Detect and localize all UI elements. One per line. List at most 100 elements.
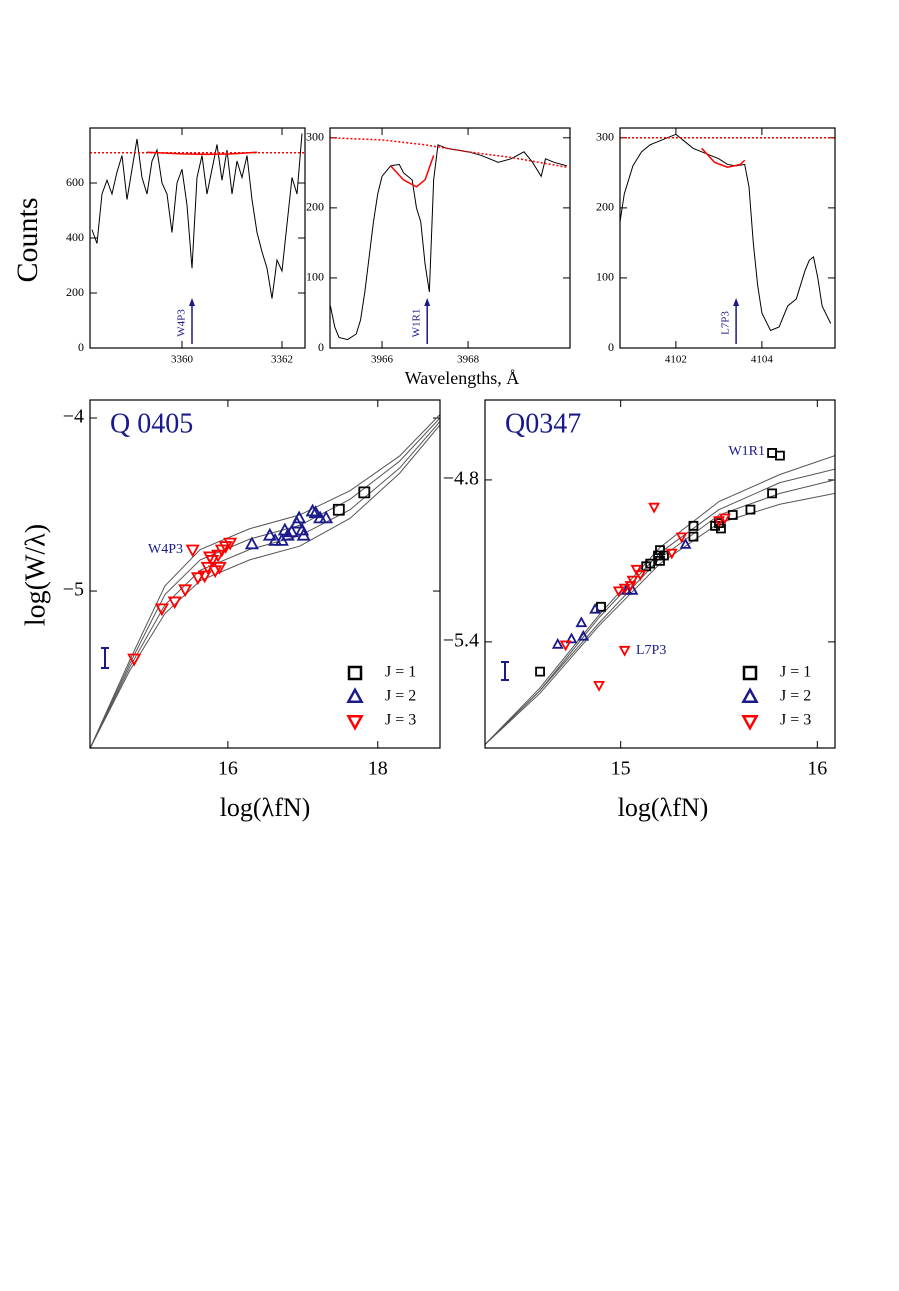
- arrow-head: [733, 298, 740, 306]
- plot-area: [90, 133, 305, 299]
- marker: [620, 583, 633, 595]
- panel: 3966 3968 0 100 200 300 W1R1: [306, 127, 571, 366]
- x-axis-label: Wavelengths, Å: [405, 368, 520, 388]
- marker: [589, 602, 602, 614]
- frame: [329, 127, 571, 349]
- marker: [645, 558, 656, 569]
- plot-area: [485, 448, 835, 745]
- error-bar: [501, 661, 509, 681]
- y-tick-label: 200: [596, 200, 614, 214]
- y-tick-label: 0: [78, 340, 84, 354]
- panel: 4102 4104 0 100 200 300 L7P3: [596, 127, 836, 366]
- marker: [575, 616, 588, 628]
- series-line: [485, 455, 835, 745]
- marker: [767, 448, 777, 458]
- marker: [718, 513, 731, 525]
- y-tick-label: −4: [63, 406, 84, 428]
- marker: [190, 572, 205, 586]
- chart-title: Q0347: [505, 408, 581, 439]
- legend-label: J = 3: [780, 712, 811, 729]
- series-line: [701, 147, 746, 169]
- marker: [305, 503, 320, 517]
- y-tick-label: 0: [318, 340, 324, 354]
- marker: [167, 596, 182, 610]
- marker: [675, 532, 688, 544]
- x-tick-label: 3966: [371, 354, 394, 366]
- y-tick-label: −5.4: [443, 629, 479, 651]
- series-line: [146, 151, 258, 156]
- frame: [484, 399, 836, 749]
- marker: [688, 531, 699, 542]
- series-line: [90, 414, 440, 748]
- legend-label: J = 1: [385, 664, 416, 681]
- marker: [211, 549, 226, 563]
- annotation: W4P3: [176, 309, 188, 337]
- marker: [655, 556, 665, 566]
- plot-area: [330, 137, 568, 341]
- legend-marker: [742, 665, 758, 681]
- legend-label: J = 2: [780, 688, 811, 705]
- marker: [296, 527, 311, 541]
- marker: [745, 504, 756, 515]
- annotation: W1R1: [411, 309, 423, 338]
- x-axis-label: log(λfN): [220, 793, 311, 822]
- series-line: [620, 133, 832, 332]
- annotation: W1R1: [728, 444, 765, 459]
- y-tick-label: 100: [306, 270, 324, 284]
- x-tick-label: 3360: [171, 354, 194, 366]
- x-tick-label: 4102: [665, 354, 687, 366]
- marker: [618, 645, 631, 657]
- marker: [714, 518, 724, 529]
- y-tick-label: −5: [63, 579, 84, 601]
- series-line: [330, 137, 568, 168]
- y-tick-label: 200: [306, 200, 324, 214]
- series-line: [485, 479, 835, 745]
- marker: [127, 653, 142, 667]
- marker: [655, 545, 665, 556]
- marker: [775, 450, 785, 461]
- marker: [154, 603, 169, 617]
- y-tick-label: 300: [306, 130, 324, 144]
- marker: [679, 538, 692, 549]
- legend-marker: [741, 714, 759, 731]
- marker: [212, 561, 227, 575]
- panel: 15 16 −4.8 −5.4 Q0347 W1R1 L7P3 J = 1 J = 2 J = 3: [443, 399, 836, 780]
- y-tick-label: 600: [66, 175, 84, 189]
- legend-marker: [741, 687, 759, 704]
- marker: [332, 503, 345, 516]
- marker: [713, 516, 725, 528]
- marker: [197, 570, 212, 584]
- marker: [641, 561, 652, 572]
- marker: [648, 502, 661, 514]
- marker: [688, 520, 699, 531]
- plot-area: [90, 414, 440, 748]
- marker: [626, 575, 639, 587]
- marker: [618, 583, 631, 595]
- chart-title: Q 0405: [110, 408, 193, 439]
- marker: [202, 551, 217, 565]
- frame: [619, 127, 836, 349]
- annotation: W4P3: [148, 542, 183, 557]
- x-tick-label: 3968: [457, 354, 480, 366]
- y-tick-label: 200: [66, 285, 84, 299]
- x-tick-label: 16: [218, 758, 238, 780]
- marker: [295, 522, 310, 536]
- y-tick-label: 300: [596, 130, 614, 144]
- annotation: L7P3: [720, 311, 732, 335]
- marker: [185, 544, 200, 558]
- marker: [244, 536, 259, 550]
- marker: [630, 564, 643, 576]
- marker: [319, 510, 334, 524]
- marker: [535, 666, 545, 677]
- series-line: [90, 417, 440, 748]
- series-line: [90, 424, 440, 748]
- marker: [262, 527, 277, 541]
- marker: [551, 637, 564, 649]
- legend-label: J = 1: [780, 664, 811, 681]
- marker: [716, 523, 726, 534]
- marker: [665, 548, 678, 560]
- annotation: L7P3: [636, 643, 666, 658]
- legend-marker: [346, 714, 364, 731]
- marker: [634, 570, 647, 582]
